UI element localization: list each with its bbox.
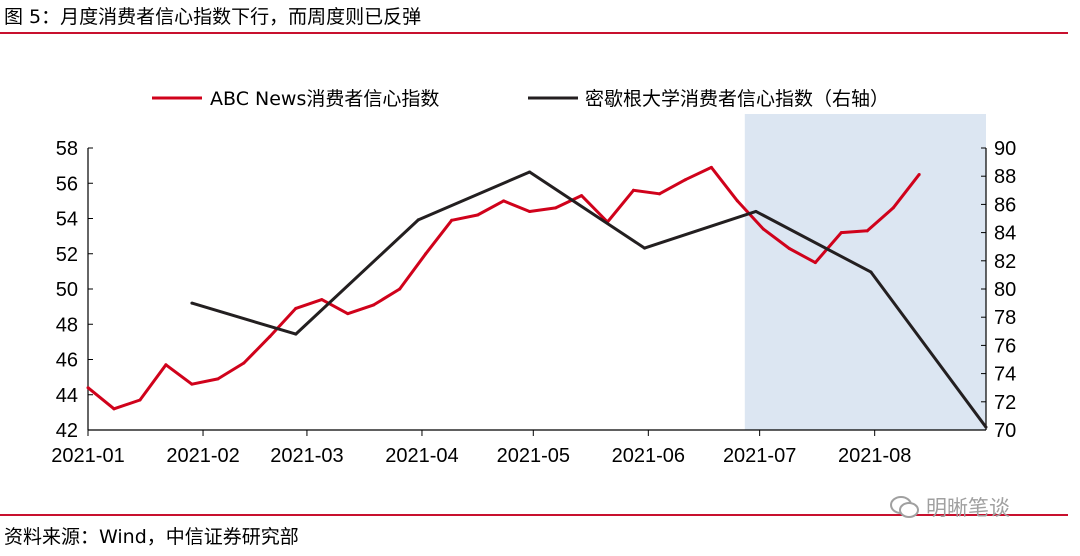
top-divider [0,32,1068,34]
data-point-0-10 [346,312,350,316]
y-right-tick-label: 80 [994,279,1016,301]
data-point-0-26 [761,227,765,231]
data-point-0-16 [502,199,506,203]
series-line-1 [191,170,988,429]
y-right-tick-label: 76 [994,335,1016,357]
watermark-text: 明晰笔谈 [926,496,1010,520]
y-left-tick-label: 56 [56,173,78,195]
data-point-0-0 [86,386,90,390]
y-right-tick-label: 82 [994,251,1016,273]
data-point-0-31 [891,206,895,210]
y-left-tick-label: 50 [56,279,78,301]
data-point-0-32 [917,172,921,176]
y-left-tick-label: 44 [56,385,78,407]
y-left-tick-label: 52 [56,244,78,266]
y-left-tick-label: 48 [56,314,78,336]
data-point-0-17 [528,209,532,213]
data-point-0-27 [787,246,791,250]
wechat-icon [890,495,920,524]
y-left-tick-label: 42 [56,420,78,442]
x-tick-label: 2021-06 [612,445,685,467]
x-tick-label: 2021-08 [838,445,911,467]
data-point-0-29 [839,231,843,235]
data-point-0-6 [242,361,246,365]
data-point-0-2 [138,398,142,402]
series-layer [86,165,988,429]
x-tick-label: 2021-02 [166,445,239,467]
data-point-0-9 [320,298,324,302]
y-left-tick-label: 46 [56,350,78,372]
y-right-tick-label: 72 [994,392,1016,414]
y-left-tick-label: 54 [56,209,78,231]
y-right-tick-label: 86 [994,194,1016,216]
y-right-tick-label: 88 [994,166,1016,188]
data-point-0-28 [813,261,817,265]
data-point-0-14 [450,218,454,222]
y-left-tick-label: 58 [56,138,78,160]
data-point-0-18 [554,206,558,210]
data-point-1-1 [294,332,298,336]
data-point-0-24 [709,165,713,169]
data-point-0-7 [268,335,272,339]
data-point-0-1 [112,407,116,411]
y-right-tick-label: 74 [994,364,1016,386]
data-point-1-3 [528,170,532,174]
legend-label-abc: ABC News消费者信心指数 [210,88,439,110]
y-right-tick-label: 84 [994,223,1016,245]
data-point-1-0 [190,301,194,305]
data-point-0-25 [735,199,739,203]
data-point-1-6 [869,270,873,274]
data-point-1-7 [984,425,988,429]
data-point-1-4 [643,246,647,250]
data-point-0-12 [398,287,402,291]
data-point-1-5 [754,209,758,213]
x-tick-label: 2021-05 [497,445,570,467]
shaded-region-layer [744,114,986,430]
data-point-0-13 [424,252,428,256]
data-point-1-2 [416,218,420,222]
data-point-0-3 [164,363,168,367]
y-right-tick-label: 70 [994,420,1016,442]
data-point-0-19 [580,194,584,198]
x-tick-label: 2021-07 [723,445,796,467]
data-point-0-5 [216,377,220,381]
legend: ABC News消费者信心指数 密歇根大学消费者信心指数（右轴） [152,88,889,110]
data-point-0-15 [476,213,480,217]
line-chart: 42 44 46 48 50 52 54 56 58 70 72 74 76 78 80 82 84 86 88 90… [51,88,1016,467]
legend-label-michigan: 密歇根大学消费者信心指数（右轴） [585,88,889,110]
chart-title: 图 5：月度消费者信心指数下行，而周度则已反弹 [4,6,422,28]
data-point-0-11 [372,303,376,307]
y-right-tick-label: 90 [994,138,1016,160]
x-tick-label: 2021-04 [385,445,458,467]
bottom-divider [0,514,1068,516]
data-point-0-4 [190,382,194,386]
axes-layer: 42 44 46 48 50 52 54 56 58 70 72 74 76 78 80 82 84 86 88 90… [51,138,1016,467]
x-tick-label: 2021-01 [51,445,124,467]
source-note: 资料来源：Wind，中信证券研究部 [4,526,299,548]
y-right-tick-label: 78 [994,307,1016,329]
watermark: 明晰笔谈 [890,492,1010,524]
x-tick-label: 2021-03 [270,445,343,467]
data-point-0-30 [865,229,869,233]
highlight-region [744,114,986,430]
data-point-0-8 [294,306,298,310]
data-point-0-22 [657,192,661,196]
data-point-0-23 [683,178,687,182]
data-point-0-21 [631,188,635,192]
